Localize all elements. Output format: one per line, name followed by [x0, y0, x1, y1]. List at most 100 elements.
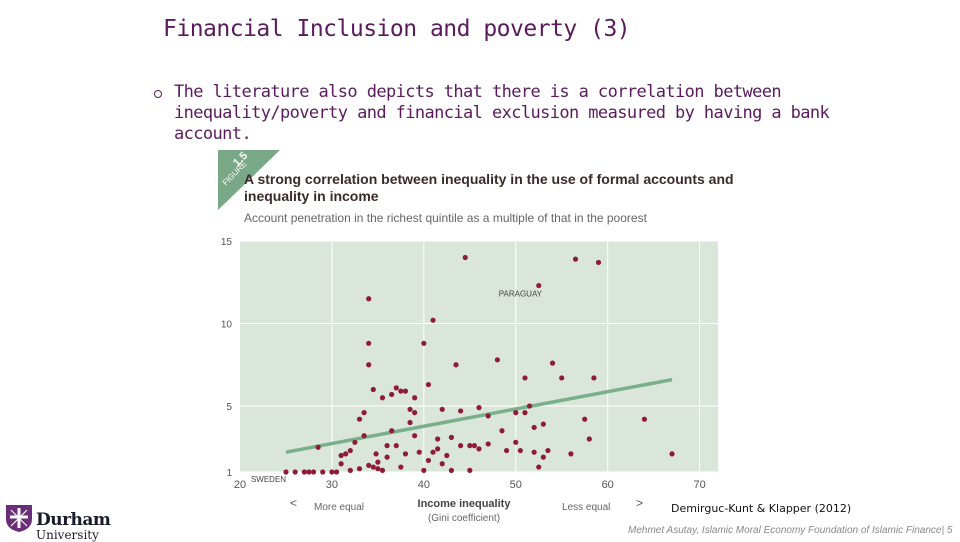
data-point [402, 451, 409, 457]
data-point [586, 436, 592, 442]
x-left-label: More equal [314, 502, 364, 513]
data-point [462, 254, 468, 261]
data-point [549, 360, 556, 366]
data-point [398, 464, 404, 470]
data-point [366, 296, 372, 302]
data-point [559, 375, 565, 381]
data-point [421, 340, 427, 346]
data-point [439, 406, 445, 412]
data-point [416, 449, 422, 455]
data-point [641, 416, 648, 422]
data-point [572, 256, 579, 262]
data-point [435, 436, 441, 442]
data-point [425, 381, 432, 388]
citation: Demirguc-Kunt & Klapper (2012) [671, 502, 852, 515]
data-point [453, 362, 459, 368]
data-point [347, 447, 353, 454]
data-point [591, 375, 597, 381]
data-point [333, 469, 340, 475]
data-point [412, 410, 418, 416]
data-point [485, 413, 491, 419]
data-point [389, 428, 395, 434]
data-point [283, 469, 289, 475]
data-point [582, 416, 588, 422]
data-point [476, 405, 482, 411]
data-point [343, 451, 349, 457]
data-point [412, 395, 418, 401]
x-axis-sublabel: (Gini coefficient) [428, 513, 500, 524]
data-point [448, 434, 455, 440]
data-point [435, 446, 441, 452]
x-tick-label: 70 [693, 479, 705, 491]
chevron-right-icon: > [636, 496, 643, 510]
data-point [531, 449, 537, 455]
data-point [310, 469, 317, 475]
data-point [430, 317, 436, 323]
x-right-label: Less equal [562, 502, 610, 513]
data-point [425, 457, 432, 464]
data-point [379, 395, 386, 401]
data-point [522, 410, 528, 416]
trend-line [285, 377, 673, 454]
figure-heading: A strong correlation between inequality … [244, 171, 734, 204]
data-point [531, 424, 537, 431]
data-point [347, 467, 353, 473]
y-tick-label: 10 [221, 320, 233, 331]
logo-subtitle: University [36, 528, 99, 542]
data-point [458, 408, 464, 414]
bullet-marker [154, 90, 162, 98]
data-point [439, 461, 445, 467]
data-point [407, 419, 413, 426]
data-point [373, 451, 379, 457]
data-point [430, 449, 436, 455]
y-tick-label: 5 [226, 402, 232, 413]
chevron-left-icon: < [290, 496, 297, 510]
data-point [375, 459, 381, 465]
data-point [540, 421, 546, 427]
data-point [513, 439, 519, 445]
data-point [306, 469, 312, 475]
data-point [315, 444, 321, 450]
x-tick-label: 30 [326, 479, 338, 491]
data-point [485, 441, 491, 447]
data-point [522, 375, 528, 381]
data-point [329, 469, 335, 475]
data-point [448, 467, 455, 473]
data-point [499, 428, 505, 434]
data-point [476, 446, 482, 452]
data-point [444, 452, 450, 459]
data-point [375, 466, 381, 472]
annotation-sweden: SWEDEN [251, 475, 286, 484]
data-point [595, 259, 602, 266]
x-tick-label: 50 [510, 479, 522, 491]
slide-footer: Mehmet Asutay, Islamic Moral Economy Fou… [628, 525, 953, 536]
data-point [503, 447, 510, 454]
data-point [398, 388, 404, 394]
data-point [379, 467, 386, 473]
data-point [421, 467, 427, 473]
data-point [338, 452, 344, 459]
data-point [366, 462, 372, 468]
figure-tag-triangle [218, 150, 280, 210]
y-tick-label: 1 [226, 468, 232, 479]
y-tick-label: 15 [221, 237, 233, 248]
data-point [389, 391, 395, 398]
x-tick-label: 60 [602, 479, 614, 491]
figure-tag: 1.5 FIGURE [218, 150, 280, 210]
data-point [568, 451, 574, 457]
data-point [402, 388, 409, 394]
data-point [366, 340, 372, 346]
data-point [545, 447, 551, 454]
data-point [393, 385, 399, 391]
data-point [370, 464, 376, 470]
figure-subtitle: Account penetration in the richest quint… [244, 211, 647, 225]
durham-logo: Durham University [2, 500, 122, 542]
data-point [517, 447, 523, 454]
data-point [536, 464, 542, 470]
data-point [536, 282, 542, 289]
data-point [292, 469, 298, 475]
data-point [513, 410, 519, 416]
data-point [467, 443, 473, 449]
data-point [393, 443, 399, 449]
